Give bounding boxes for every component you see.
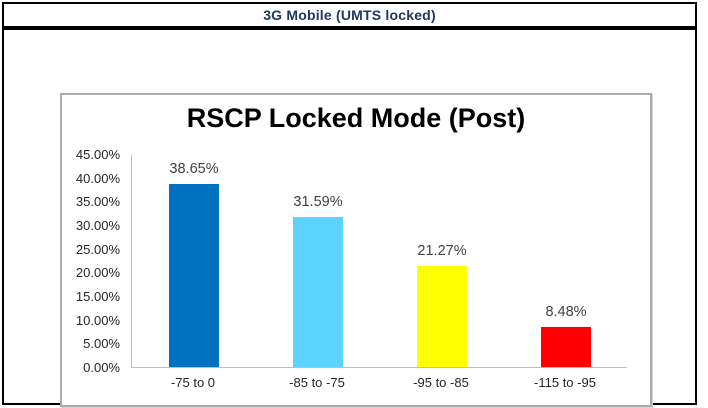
y-tick-label: 0.00%	[83, 360, 120, 375]
y-tick-label: 25.00%	[75, 241, 120, 257]
chart-bar-4	[541, 326, 591, 367]
chart-bar-1	[169, 184, 219, 367]
y-tick-label: 45.00%	[75, 147, 120, 162]
chart-frame: RSCP Locked Mode (Post) 45.00% 40.00% 35.0…	[60, 93, 652, 407]
x-category-label: -75 to 0	[170, 375, 216, 390]
x-category-label: -85 to -75	[289, 375, 345, 390]
x-axis-labels: -75 to 0 -85 to -75 -95 to -85 -115 to -95	[131, 375, 627, 391]
report-title: 3G Mobile (UMTS locked)	[263, 7, 436, 23]
report-body: RSCP Locked Mode (Post) 45.00% 40.00% 35.0…	[2, 28, 697, 407]
y-axis-labels: 45.00% 40.00% 35.00% 30.00% 25.00% 20.00% 15.0…	[62, 148, 122, 375]
y-tick-label: 30.00%	[75, 218, 120, 233]
y-tick-label: 35.00%	[75, 194, 120, 210]
chart-title: RSCP Locked Mode (Post)	[186, 103, 526, 133]
y-tick-label: 40.00%	[75, 170, 120, 186]
y-tick-label: 20.00%	[75, 265, 120, 281]
bar-value-label: 8.48%	[545, 303, 587, 320]
x-category-label: -115 to -95	[534, 375, 596, 390]
plot-area: 38.65% 31.59% 21.27% 8.48%	[131, 155, 627, 368]
bar-value-label: 21.27%	[417, 243, 467, 260]
chart-bar-2	[293, 217, 343, 367]
y-tick-label: 5.00%	[83, 336, 120, 352]
report-header: 3G Mobile (UMTS locked)	[2, 2, 697, 28]
y-tick-label: 10.00%	[75, 312, 120, 328]
chart-bar-3	[417, 266, 467, 367]
x-category-label: -95 to -85	[413, 375, 469, 390]
y-tick-label: 15.00%	[75, 289, 120, 304]
bar-value-label: 38.65%	[169, 161, 219, 178]
bar-value-label: 31.59%	[293, 194, 343, 211]
